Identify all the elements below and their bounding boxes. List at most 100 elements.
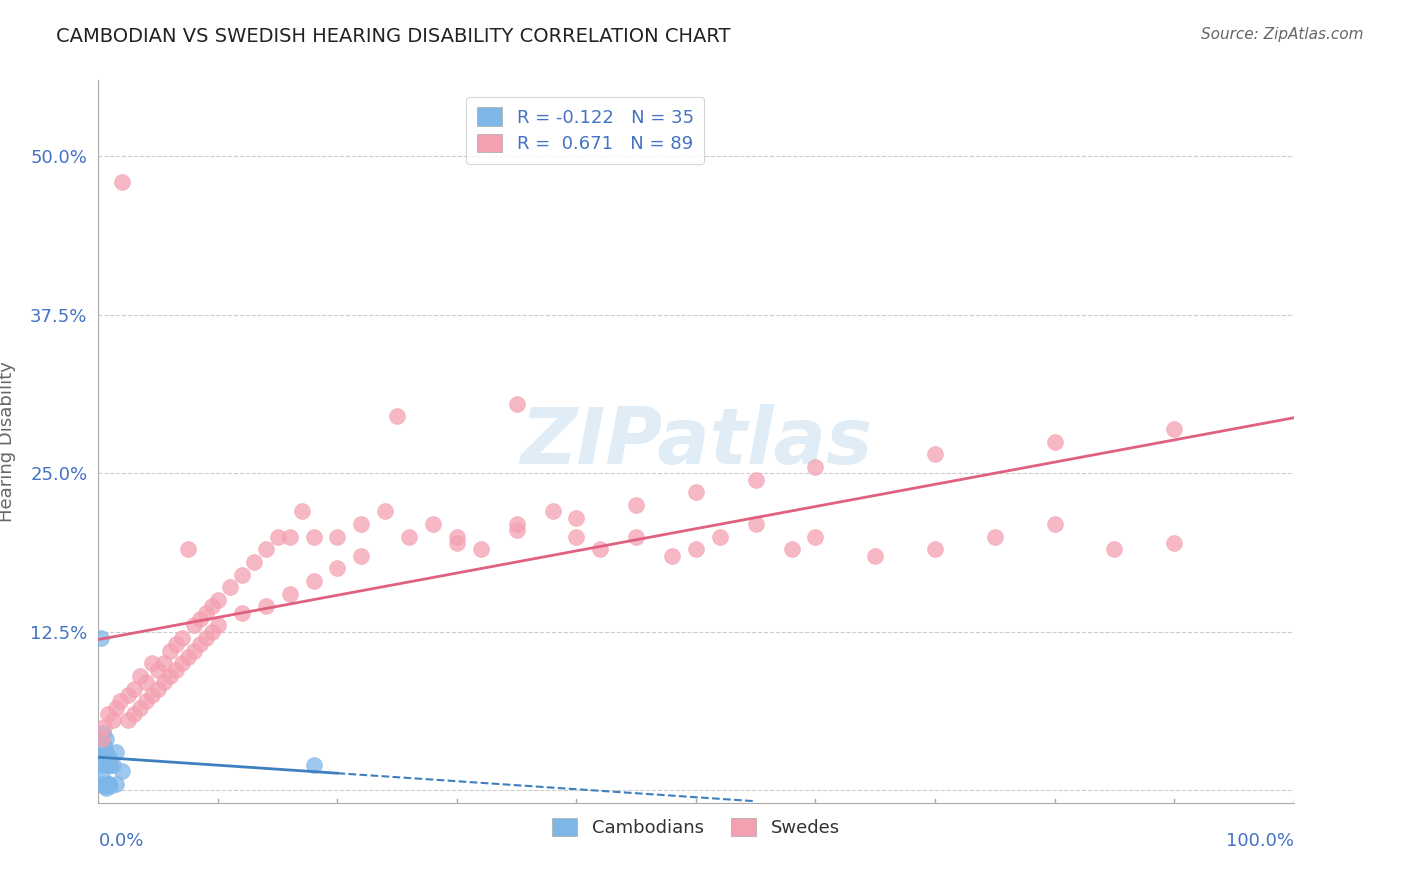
Point [278,530,301,544]
Point [153,675,176,690]
Point [207,618,229,632]
Point [195,631,218,645]
Point [302,530,325,544]
Point [135,694,157,708]
Point [93,780,115,794]
Point [685,485,707,500]
Point [124,707,146,722]
Point [94,732,117,747]
Point [188,637,211,651]
Point [231,606,253,620]
Point [1043,434,1066,449]
Point [159,669,181,683]
Point [201,599,224,614]
Point [350,549,373,563]
Point [326,530,349,544]
Point [96,751,118,765]
Point [231,567,253,582]
Point [91,739,114,753]
Point [129,700,152,714]
Point [1163,422,1185,436]
Point [446,536,468,550]
Point [111,764,134,778]
Point [188,612,211,626]
Point [291,504,314,518]
Point [98,777,121,791]
Point [745,516,768,531]
Point [422,516,444,531]
Point [117,688,139,702]
Point [172,657,194,671]
Point [924,447,946,461]
Point [446,530,468,544]
Point [541,504,564,518]
Point [780,542,803,557]
Legend: Cambodians, Swedes: Cambodians, Swedes [546,811,846,845]
Point [108,694,131,708]
Point [302,757,325,772]
Point [924,542,946,557]
Text: 0.0%: 0.0% [98,831,143,850]
Point [93,745,115,759]
Point [278,587,301,601]
Point [745,473,768,487]
Point [254,542,277,557]
Point [565,530,588,544]
Point [98,780,122,794]
Point [90,745,112,759]
Point [105,700,128,714]
Point [93,739,115,753]
Point [101,714,124,728]
Point [183,643,205,657]
Point [254,599,277,614]
Point [506,396,529,410]
Point [90,631,112,645]
Point [243,555,266,569]
Point [94,780,117,795]
Text: Source: ZipAtlas.com: Source: ZipAtlas.com [1201,27,1364,42]
Point [804,459,827,474]
Point [93,720,115,734]
Point [506,523,529,537]
Point [101,757,124,772]
Point [91,732,114,747]
Point [153,657,176,671]
Point [374,504,396,518]
Point [98,757,122,772]
Point [105,745,128,759]
Text: 100.0%: 100.0% [1226,831,1294,850]
Point [98,757,122,772]
Point [159,643,181,657]
Point [865,549,887,563]
Point [93,745,115,759]
Point [97,751,120,765]
Point [91,732,114,747]
Point [1104,542,1126,557]
Text: CAMBODIAN VS SWEDISH HEARING DISABILITY CORRELATION CHART: CAMBODIAN VS SWEDISH HEARING DISABILITY … [56,27,731,45]
Point [302,574,325,588]
Point [141,657,163,671]
Point [165,663,187,677]
Point [124,681,146,696]
Point [177,650,200,665]
Point [201,624,224,639]
Point [709,530,731,544]
Point [804,530,827,544]
Point [148,681,170,696]
Point [93,739,115,753]
Point [470,542,492,557]
Point [267,530,290,544]
Point [177,542,200,557]
Point [219,580,242,594]
Point [165,637,187,651]
Point [195,606,218,620]
Point [661,549,683,563]
Point [148,663,170,677]
Point [565,510,588,524]
Point [141,688,163,702]
Point [96,751,118,765]
Point [117,714,139,728]
Point [398,530,420,544]
Point [91,777,114,791]
Point [94,745,117,759]
